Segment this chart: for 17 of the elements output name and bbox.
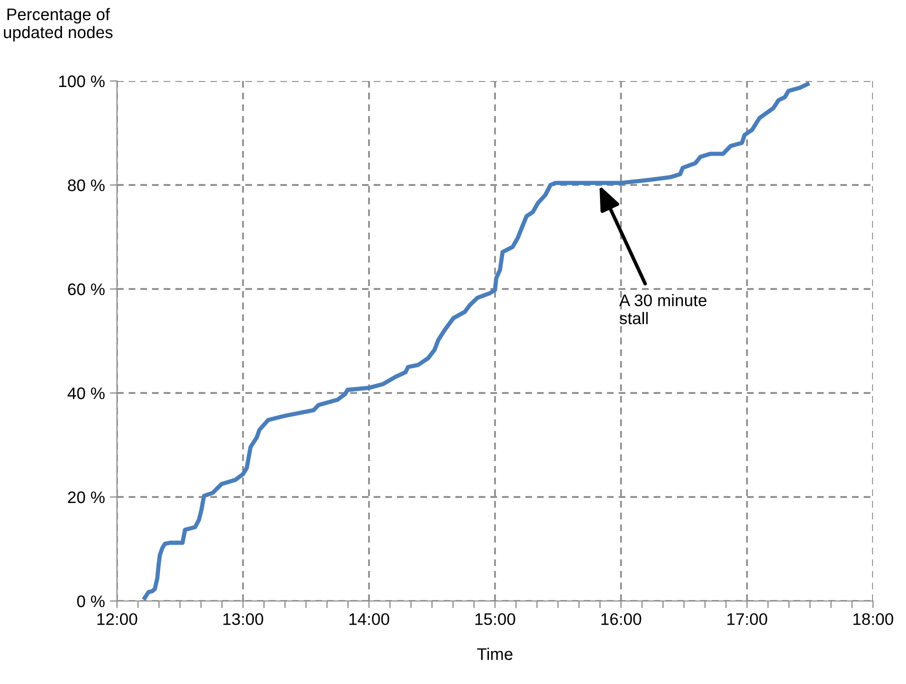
x-axis-title: Time <box>477 648 512 660</box>
y-tick-label: 0 % <box>77 595 105 608</box>
y-tick-label: 40 % <box>68 387 105 400</box>
y-tick-label: 20 % <box>68 491 105 504</box>
x-tick-label: 14:00 <box>349 613 390 626</box>
y-axis-title: Percentage of updated nodes <box>4 8 113 42</box>
x-tick-label: 17:00 <box>727 613 768 626</box>
x-tick-label: 12:00 <box>97 613 138 626</box>
annotation: A 30 minute stall <box>619 294 706 324</box>
line-series <box>142 82 810 600</box>
x-tick-label: 16:00 <box>601 613 642 626</box>
y-tick-label: 100 % <box>59 75 105 88</box>
x-tick-label: 13:00 <box>223 613 264 626</box>
y-tick-label: 60 % <box>68 283 105 296</box>
x-tick-label: 18:00 <box>853 613 894 626</box>
x-tick-label: 15:00 <box>475 613 516 626</box>
y-tick-label: 80 % <box>68 179 105 192</box>
